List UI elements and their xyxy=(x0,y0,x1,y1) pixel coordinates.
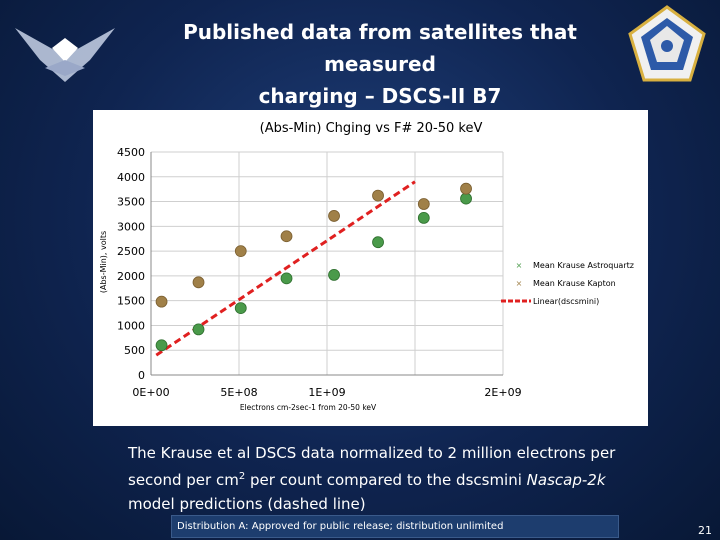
legend-astroquartz-label: Mean Krause Astroquartz xyxy=(533,261,634,270)
astroquartz-point xyxy=(234,302,247,315)
astroquartz-point xyxy=(372,236,384,249)
air-force-logo-icon xyxy=(15,28,115,82)
slide-title-line-2: charging – DSCS-II B7 xyxy=(258,84,502,108)
caption-text-2: per count compared to the dscsmini xyxy=(245,471,527,489)
kapton-point xyxy=(328,210,340,222)
y-tick-label: 2500 xyxy=(117,245,145,258)
seal-icon xyxy=(628,5,706,82)
kapton-point xyxy=(280,230,293,243)
scatter-chart: (Abs-Min) Chging vs F# 20-50 keV (Abs-Mi… xyxy=(99,121,634,412)
kapton-point xyxy=(155,295,168,308)
kapton-point xyxy=(372,189,384,202)
y-tick-label: 3500 xyxy=(117,196,145,209)
y-tick-label: 500 xyxy=(124,344,145,357)
astroquartz-point xyxy=(460,192,472,205)
legend-kapton-label: Mean Krause Kapton xyxy=(533,279,616,288)
y-tick-label: 0 xyxy=(138,369,145,382)
y-tick-label: 2000 xyxy=(117,270,145,283)
caption-italic-text: Nascap-2k xyxy=(526,471,606,489)
y-tick-label: 4000 xyxy=(117,171,145,184)
slide-title: Published data from satellites that meas… xyxy=(130,16,630,112)
kapton-point xyxy=(192,276,205,289)
kapton-point xyxy=(417,198,430,210)
caption: The Krause et al DSCS data normalized to… xyxy=(128,441,648,516)
chart-title: (Abs-Min) Chging vs F# 20-50 keV xyxy=(260,121,483,136)
y-tick-label: 3000 xyxy=(117,220,145,233)
astroquartz-point xyxy=(155,339,168,352)
x-tick-label: 1E+09 xyxy=(308,386,345,399)
chart-panel: (Abs-Min) Chging vs F# 20-50 keV (Abs-Mi… xyxy=(93,110,648,426)
slide-title-line-1: Published data from satellites that meas… xyxy=(183,20,577,76)
legend-astroquartz-marker: × xyxy=(516,261,523,270)
legend-kapton-marker: × xyxy=(516,279,523,288)
distribution-footer: Distribution A: Approved for public rele… xyxy=(171,515,619,538)
x-axis-label: Electrons cm-2sec-1 from 20-50 keV xyxy=(240,403,377,412)
y-tick-label: 4500 xyxy=(117,146,145,159)
astroquartz-point xyxy=(192,323,205,336)
page-number: 21 xyxy=(698,524,712,537)
linear-dscsmini-line xyxy=(155,180,416,357)
y-axis-label: (Abs-Min), volts xyxy=(99,231,108,293)
y-tick-label: 1000 xyxy=(117,319,145,332)
kapton-point xyxy=(234,245,247,258)
caption-text-3: model predictions (dashed line) xyxy=(128,495,366,513)
caption-superscript: 2 xyxy=(238,471,246,482)
x-tick-label: 5E+08 xyxy=(220,386,257,399)
astroquartz-point xyxy=(328,268,340,281)
x-tick-label: 2E+09 xyxy=(484,386,521,399)
legend-linear-label: Linear(dscsmini) xyxy=(533,297,599,306)
y-tick-label: 1500 xyxy=(117,295,145,308)
caption-text-1: The Krause et al DSCS data normalized to… xyxy=(128,444,616,489)
kapton-point xyxy=(460,182,472,195)
astroquartz-point xyxy=(417,212,430,224)
x-tick-label: 0E+00 xyxy=(132,386,169,399)
astroquartz-point xyxy=(280,272,293,285)
